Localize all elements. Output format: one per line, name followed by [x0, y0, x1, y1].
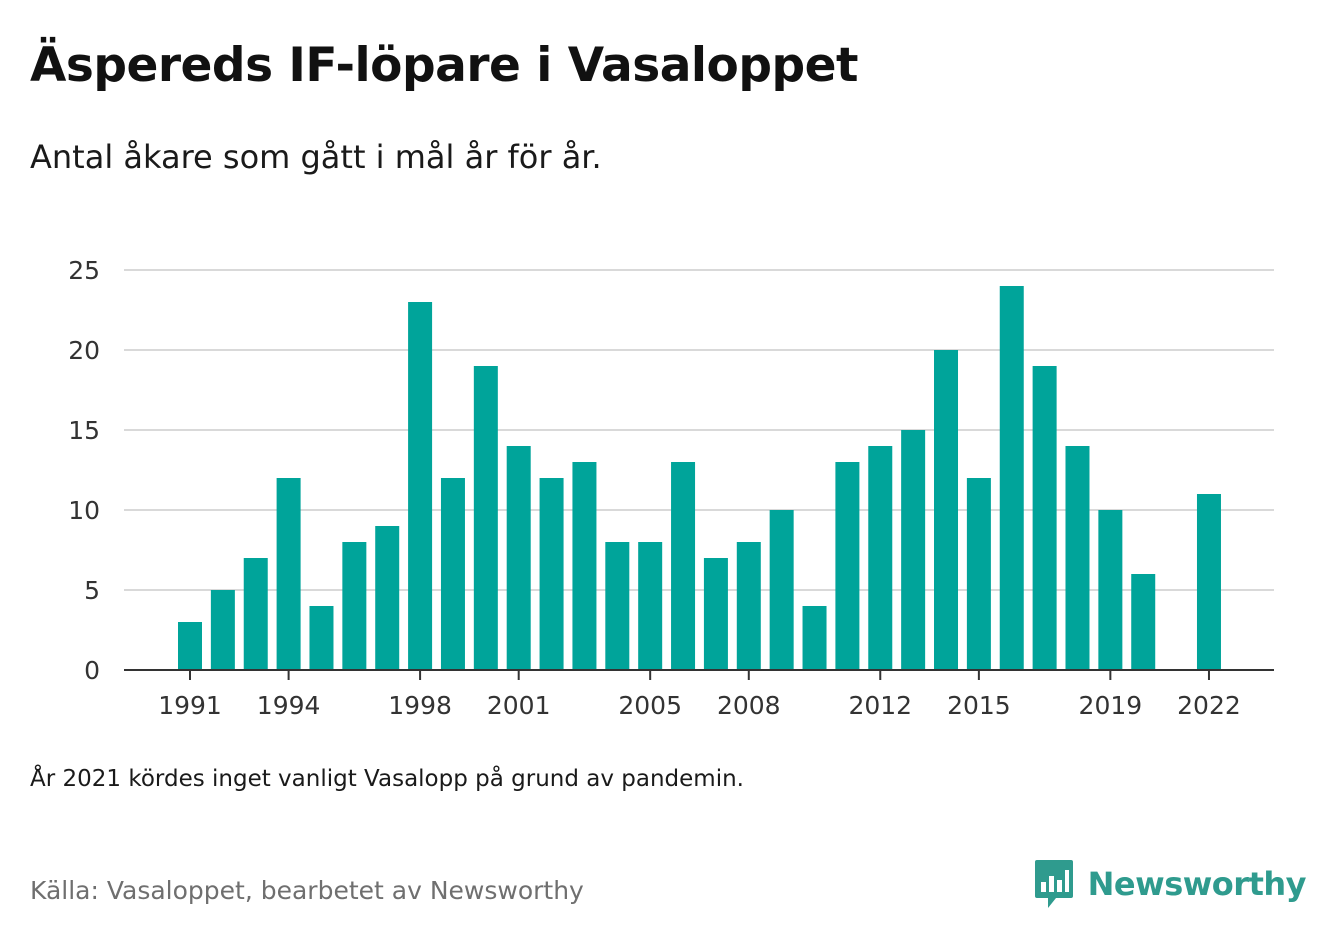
bar: [1065, 446, 1090, 670]
bar: [572, 462, 597, 670]
bar: [736, 542, 761, 670]
y-tick-label: 10: [68, 496, 100, 525]
bar: [1131, 574, 1156, 670]
source-text: Källa: Vasaloppet, bearbetet av Newswort…: [30, 876, 584, 905]
bar: [901, 430, 926, 670]
x-tick-label: 1991: [158, 691, 222, 720]
bar: [506, 446, 531, 670]
x-tick-label: 2012: [848, 691, 912, 720]
bars: [178, 286, 1221, 670]
bar: [408, 302, 433, 670]
bar: [638, 542, 663, 670]
bar: [1196, 494, 1221, 670]
bar: [1098, 510, 1123, 670]
bar: [605, 542, 630, 670]
bar: [276, 478, 301, 670]
bar: [440, 478, 465, 670]
bar-chart-speech-bubble-icon: [1034, 860, 1073, 908]
x-tick-label: 2015: [947, 691, 1011, 720]
chart-title: Äspereds IF-löpare i Vasaloppet: [30, 38, 858, 93]
bar: [1032, 366, 1057, 670]
x-tick-label: 1994: [257, 691, 321, 720]
bar: [539, 478, 564, 670]
bar: [769, 510, 794, 670]
axes: [124, 669, 1274, 680]
bar: [966, 478, 991, 670]
x-tick-label: 2022: [1177, 691, 1241, 720]
y-tick-label: 25: [68, 256, 100, 285]
y-tick-label: 15: [68, 416, 100, 445]
bar: [473, 366, 498, 670]
x-tick-label: 2005: [618, 691, 682, 720]
bar: [671, 462, 696, 670]
y-tick-labels: 0 5 10 15 20 25: [68, 256, 100, 685]
y-tick-label: 20: [68, 336, 100, 365]
y-tick-label: 0: [84, 656, 100, 685]
bar: [868, 446, 893, 670]
bar: [802, 606, 827, 670]
x-tick-label: 1998: [388, 691, 452, 720]
chart-subtitle: Antal åkare som gått i mål år för år.: [30, 138, 602, 176]
chart-note: År 2021 kördes inget vanligt Vasalopp på…: [30, 766, 744, 792]
bar: [999, 286, 1024, 670]
bar-chart: 0 5 10 15 20 25 1991 1994 1998 2001 2005 2008 2012 2…: [68, 256, 1274, 720]
bar: [375, 526, 400, 670]
bar: [703, 558, 728, 670]
brand-name: Newsworthy: [1087, 865, 1307, 903]
x-tick-label: 2001: [487, 691, 551, 720]
y-tick-label: 5: [84, 576, 100, 605]
bar: [178, 622, 202, 670]
bar: [835, 462, 860, 670]
bar: [309, 606, 334, 670]
bar: [210, 590, 235, 670]
bar: [243, 558, 268, 670]
x-tick-label: 2019: [1079, 691, 1143, 720]
newsworthy-brand: Newsworthy: [1034, 858, 1307, 910]
bar: [342, 542, 367, 670]
x-tick-label: 2008: [717, 691, 781, 720]
x-tick-labels: 1991 1994 1998 2001 2005 2008 2012 2015 2019 2022: [158, 691, 1241, 720]
bar: [934, 350, 959, 670]
